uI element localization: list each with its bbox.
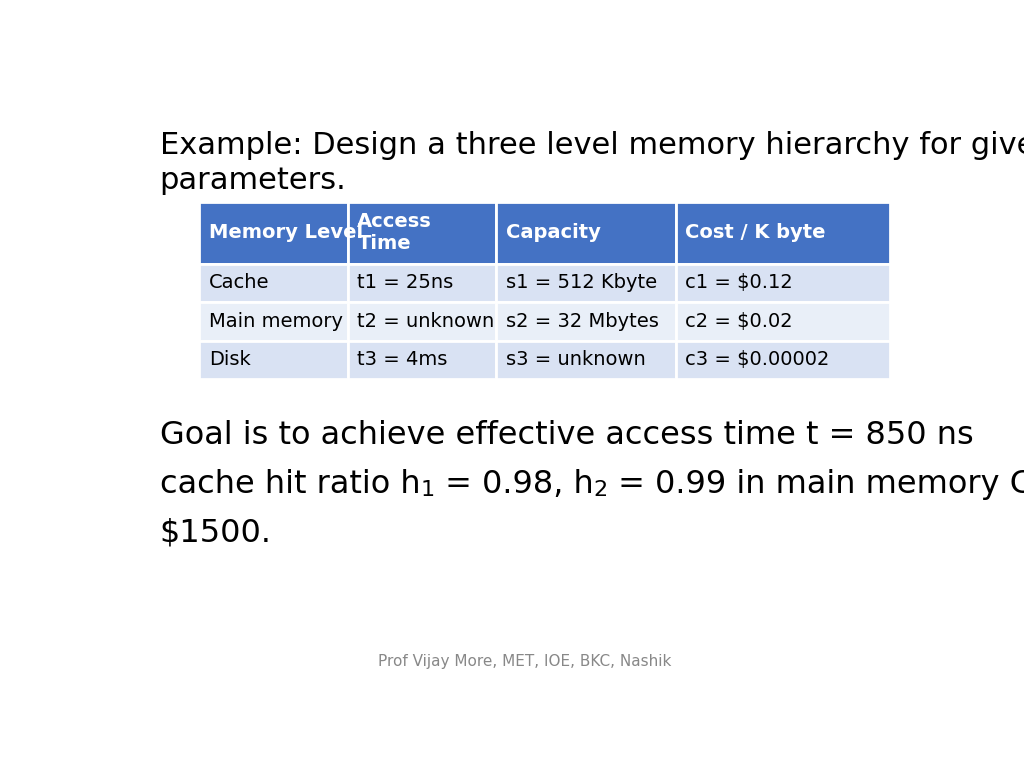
Text: t2 = unknown: t2 = unknown	[357, 312, 495, 331]
Text: Disk: Disk	[209, 350, 251, 369]
Bar	[676, 201, 890, 263]
Text: s3 = unknown: s3 = unknown	[506, 350, 645, 369]
Bar	[676, 302, 890, 340]
Text: Main memory: Main memory	[209, 312, 343, 331]
Bar	[348, 201, 497, 263]
Text: Goal is to achieve effective access time t = 850 ns: Goal is to achieve effective access time…	[160, 420, 974, 452]
Text: Memory Level: Memory Level	[209, 223, 364, 242]
Bar	[497, 263, 676, 302]
Text: c3 = $0.00002: c3 = $0.00002	[685, 350, 829, 369]
Bar	[676, 263, 890, 302]
Text: c2 = $0.02: c2 = $0.02	[685, 312, 793, 331]
Bar	[200, 340, 348, 379]
Text: Cache: Cache	[209, 273, 269, 293]
Text: 1: 1	[421, 479, 434, 499]
Text: parameters.: parameters.	[160, 166, 346, 195]
Bar	[497, 340, 676, 379]
Text: = 0.98, h: = 0.98, h	[434, 468, 593, 500]
Text: 2: 2	[593, 479, 607, 499]
Text: Access
Time: Access Time	[357, 212, 432, 253]
Bar	[497, 302, 676, 340]
Text: Prof Vijay More, MET, IOE, BKC, Nashik: Prof Vijay More, MET, IOE, BKC, Nashik	[378, 654, 672, 669]
Text: = 0.99 in main memory C: = 0.99 in main memory C	[607, 468, 1024, 500]
Text: t3 = 4ms: t3 = 4ms	[357, 350, 447, 369]
Bar	[200, 302, 348, 340]
Bar	[497, 201, 676, 263]
Bar	[348, 302, 497, 340]
Bar	[348, 340, 497, 379]
Text: Example: Design a three level memory hierarchy for given: Example: Design a three level memory hie…	[160, 131, 1024, 160]
Text: c1 = $0.12: c1 = $0.12	[685, 273, 794, 293]
Text: Cost / K byte: Cost / K byte	[685, 223, 825, 242]
Bar	[200, 263, 348, 302]
Text: s2 = 32 Mbytes: s2 = 32 Mbytes	[506, 312, 658, 331]
Bar	[200, 201, 348, 263]
Text: cache hit ratio h: cache hit ratio h	[160, 468, 421, 500]
Bar	[348, 263, 497, 302]
Text: $1500.: $1500.	[160, 518, 271, 548]
Text: s1 = 512 Kbyte: s1 = 512 Kbyte	[506, 273, 657, 293]
Text: t1 = 25ns: t1 = 25ns	[357, 273, 454, 293]
Text: Capacity: Capacity	[506, 223, 601, 242]
Bar	[676, 340, 890, 379]
